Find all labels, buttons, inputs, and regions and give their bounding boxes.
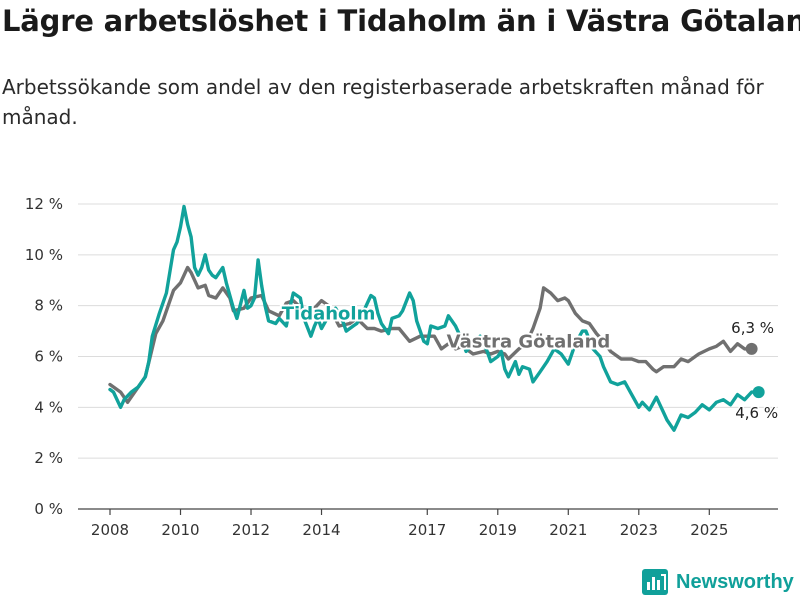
y-tick-label: 12 %: [25, 195, 63, 213]
x-tick-label: 2023: [620, 521, 658, 539]
newsworthy-logo[interactable]: Newsworthy: [642, 569, 794, 595]
y-tick-label: 10 %: [25, 246, 63, 264]
y-tick-label: 2 %: [34, 449, 63, 467]
y-tick-label: 8 %: [34, 297, 63, 315]
x-tick-label: 2025: [690, 521, 728, 539]
page-subtitle: Arbetssökande som andel av den registerb…: [2, 75, 764, 129]
y-tick-label: 6 %: [34, 348, 63, 366]
x-tick-label: 2019: [479, 521, 517, 539]
page-title: Lägre arbetslöshet i Tidaholm än i Västr…: [2, 4, 800, 38]
x-tick-label: 2017: [408, 521, 446, 539]
x-tick-label: 2010: [161, 521, 199, 539]
x-tick-label: 2008: [91, 521, 129, 539]
x-tick-label: 2014: [302, 521, 340, 539]
x-tick-label: 2012: [232, 521, 270, 539]
y-tick-label: 4 %: [34, 398, 63, 416]
series-end-point: [745, 342, 758, 355]
series-label-vastra-gotaland: Västra Götaland: [447, 332, 611, 353]
y-tick-label: 0 %: [34, 500, 63, 518]
series-line-tidaholm: [108, 204, 761, 432]
series-line-vastra-gotaland: [108, 265, 754, 404]
series-labels: Västra Götaland Tidaholm 6,3 % 4,6 %: [280, 302, 780, 424]
brand-name: Newsworthy: [676, 570, 794, 593]
series-lines: [108, 204, 765, 432]
grid-lines: [78, 203, 778, 510]
end-value-label-vastra-gotaland: 6,3 %: [731, 319, 774, 337]
series-label-tidaholm: Tidaholm: [282, 304, 376, 325]
axes: 0 % 2 % 4 % 6 % 8 % 10 % 12 % 2008 2010 2012 2014 2…: [25, 195, 729, 539]
series-end-point: [752, 386, 765, 399]
x-tick-label: 2021: [549, 521, 587, 539]
end-value-label-tidaholm: 4,6 %: [735, 404, 778, 422]
bar-chart-logo-icon: [642, 569, 668, 595]
